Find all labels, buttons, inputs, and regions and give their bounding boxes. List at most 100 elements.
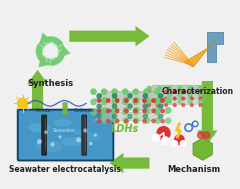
Circle shape <box>116 119 119 123</box>
Circle shape <box>199 97 202 100</box>
Circle shape <box>198 99 202 104</box>
Circle shape <box>116 99 119 102</box>
Circle shape <box>165 104 168 106</box>
Polygon shape <box>184 39 216 67</box>
Circle shape <box>113 98 118 103</box>
Circle shape <box>59 136 61 138</box>
Circle shape <box>152 134 160 142</box>
Circle shape <box>112 110 117 115</box>
Circle shape <box>147 93 151 97</box>
Circle shape <box>125 99 128 102</box>
Circle shape <box>161 109 164 112</box>
Circle shape <box>18 98 28 108</box>
Circle shape <box>199 91 202 93</box>
Circle shape <box>148 97 150 100</box>
Circle shape <box>154 89 160 94</box>
Circle shape <box>180 141 186 146</box>
Circle shape <box>148 104 150 106</box>
Circle shape <box>166 118 171 123</box>
Circle shape <box>166 98 171 103</box>
Circle shape <box>147 99 151 104</box>
Circle shape <box>178 99 182 104</box>
Circle shape <box>159 114 163 119</box>
Circle shape <box>182 97 185 100</box>
Polygon shape <box>144 92 205 98</box>
Circle shape <box>107 99 110 102</box>
Circle shape <box>157 86 161 91</box>
Circle shape <box>172 141 178 146</box>
Circle shape <box>51 143 54 146</box>
Circle shape <box>143 94 147 98</box>
Text: Synthesis: Synthesis <box>28 79 74 88</box>
Circle shape <box>134 99 137 102</box>
Circle shape <box>97 104 101 108</box>
Circle shape <box>123 108 128 113</box>
Polygon shape <box>144 98 205 105</box>
Text: Characterization: Characterization <box>162 87 234 96</box>
Circle shape <box>168 86 172 91</box>
Circle shape <box>44 131 48 134</box>
Circle shape <box>161 99 164 102</box>
Circle shape <box>97 109 101 112</box>
Circle shape <box>107 109 110 112</box>
Circle shape <box>133 89 138 94</box>
Polygon shape <box>27 70 48 142</box>
Polygon shape <box>69 26 150 46</box>
Ellipse shape <box>74 129 89 135</box>
Circle shape <box>91 99 96 105</box>
Circle shape <box>165 97 168 100</box>
Circle shape <box>123 98 128 103</box>
Circle shape <box>113 114 117 119</box>
Circle shape <box>155 98 160 103</box>
Circle shape <box>188 93 192 97</box>
Circle shape <box>143 104 147 108</box>
Ellipse shape <box>54 119 72 127</box>
Circle shape <box>168 99 172 104</box>
Circle shape <box>123 118 128 123</box>
Circle shape <box>89 142 92 145</box>
Polygon shape <box>144 85 205 92</box>
Polygon shape <box>38 59 51 67</box>
Circle shape <box>125 119 128 123</box>
Circle shape <box>128 94 132 98</box>
Circle shape <box>97 114 101 119</box>
Circle shape <box>143 109 146 112</box>
Circle shape <box>144 108 150 113</box>
Circle shape <box>156 91 159 93</box>
Circle shape <box>113 104 117 108</box>
Circle shape <box>107 119 110 123</box>
Polygon shape <box>94 102 168 110</box>
Polygon shape <box>193 138 212 160</box>
Polygon shape <box>94 112 168 121</box>
Circle shape <box>97 94 101 98</box>
Text: Anode: Anode <box>36 108 52 113</box>
Circle shape <box>173 97 176 100</box>
Circle shape <box>152 119 155 123</box>
Ellipse shape <box>28 123 51 132</box>
Circle shape <box>112 99 117 105</box>
Polygon shape <box>207 32 223 62</box>
Circle shape <box>152 99 155 102</box>
Circle shape <box>134 118 139 123</box>
Circle shape <box>166 108 171 113</box>
Circle shape <box>94 134 97 136</box>
Text: LDHs: LDHs <box>111 124 139 134</box>
Circle shape <box>133 99 138 105</box>
Ellipse shape <box>61 137 83 146</box>
Circle shape <box>175 135 184 144</box>
Circle shape <box>155 118 160 123</box>
Circle shape <box>173 91 176 93</box>
Circle shape <box>123 89 128 94</box>
Circle shape <box>178 93 182 97</box>
Circle shape <box>134 108 139 113</box>
Circle shape <box>112 89 117 94</box>
Circle shape <box>102 89 107 94</box>
Circle shape <box>156 97 159 100</box>
Circle shape <box>182 104 185 106</box>
Circle shape <box>156 104 159 106</box>
Circle shape <box>198 86 202 91</box>
Circle shape <box>97 99 101 102</box>
Circle shape <box>133 110 138 115</box>
Circle shape <box>134 109 137 112</box>
Circle shape <box>157 127 170 140</box>
